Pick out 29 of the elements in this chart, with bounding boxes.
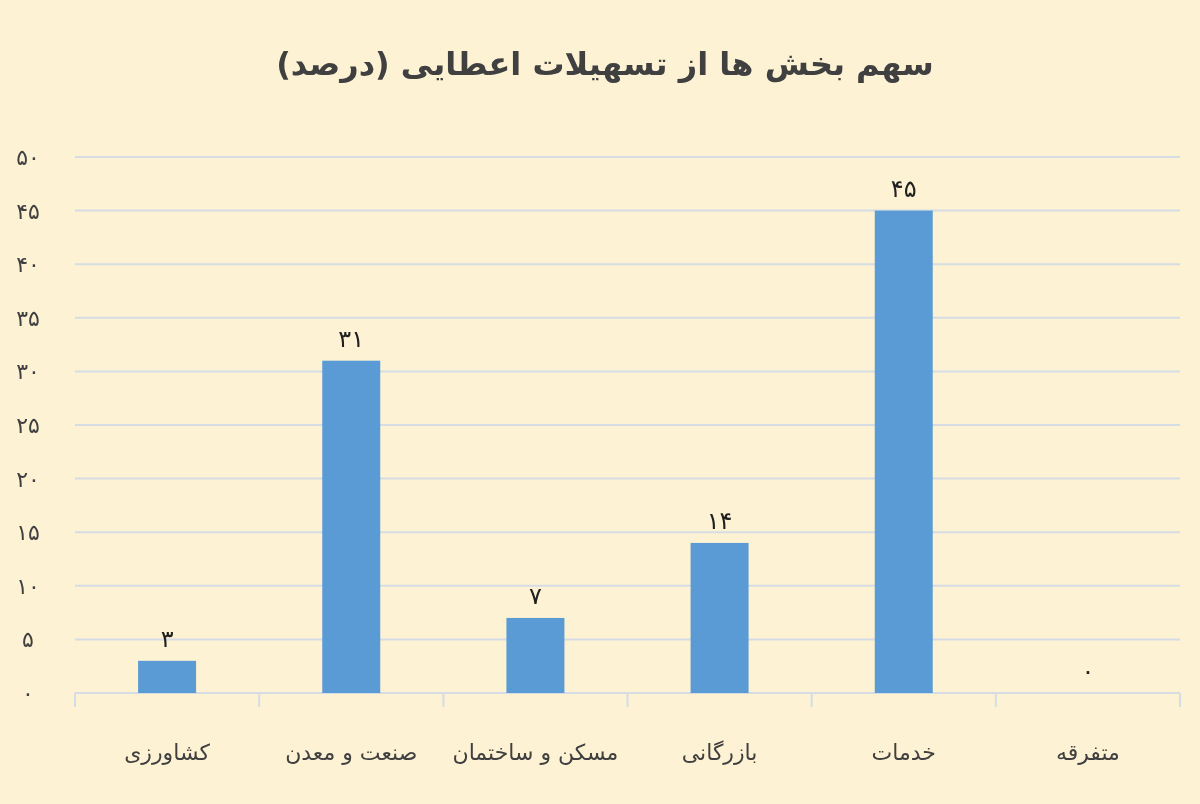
- data-label: ۷: [528, 581, 542, 610]
- data-label: ۴۵: [890, 174, 917, 203]
- data-label: ۳۱: [338, 324, 365, 353]
- y-tick-label: ۱۰: [16, 573, 40, 599]
- bar: [138, 660, 197, 693]
- x-tick-label: متفرقه: [1055, 740, 1120, 765]
- data-label: ۳: [160, 624, 174, 653]
- y-tick-label: ۰: [22, 681, 34, 706]
- bar: [874, 210, 933, 693]
- bar: [506, 617, 565, 693]
- x-tick-label: صنعت و معدن: [285, 740, 418, 765]
- y-tick-label: ۵: [22, 627, 34, 653]
- y-tick-label: ۴۰: [16, 252, 40, 278]
- x-tick-label: مسکن و ساختمان: [452, 740, 619, 765]
- y-tick-label: ۲۵: [16, 413, 40, 438]
- y-tick-label: ۳۵: [16, 305, 40, 331]
- x-tick-label: کشاورزی: [124, 740, 211, 765]
- y-tick-label: ۴۵: [16, 198, 40, 224]
- y-tick-label: ۵۰: [16, 145, 40, 170]
- bar: [690, 542, 749, 693]
- y-tick-label: ۲۰: [16, 466, 40, 492]
- bar: [322, 360, 381, 693]
- data-label: ۱۴: [706, 506, 733, 535]
- chart-title: سهم بخش ها از تسهیلات اعطایی (درصد): [276, 45, 934, 83]
- y-tick-label: ۱۵: [16, 520, 40, 546]
- x-tick-label: خدمات: [871, 740, 936, 765]
- x-tick-label: بازرگانی: [681, 740, 758, 765]
- data-label: ۰: [1081, 657, 1095, 685]
- y-tick-label: ۳۰: [16, 359, 40, 385]
